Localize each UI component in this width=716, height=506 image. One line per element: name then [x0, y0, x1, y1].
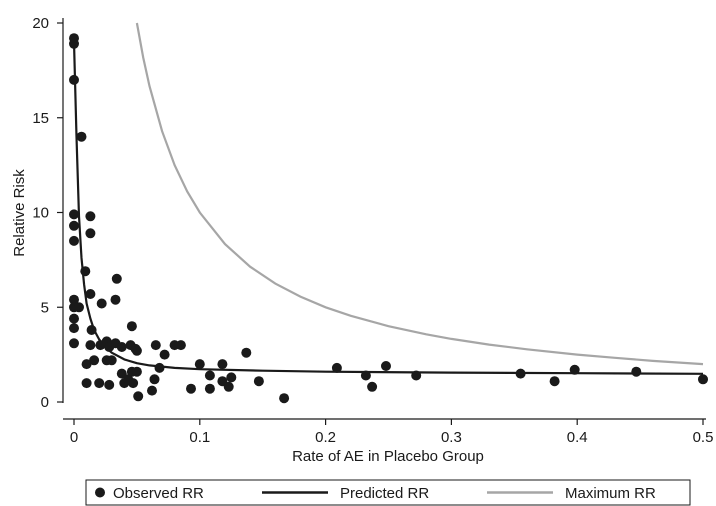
legend: Observed RR Predicted RR Maximum RR: [85, 479, 691, 506]
observed-rr-point: [331, 362, 342, 373]
y-tick-label: 15: [32, 110, 49, 127]
observed-rr-point: [74, 302, 84, 313]
legend-observed-marker: [95, 487, 105, 498]
observed-rr-point: [85, 340, 96, 351]
observed-rr-points: [69, 33, 708, 404]
x-axis-title: Rate of AE in Placebo Group: [292, 448, 484, 465]
observed-rr-point: [253, 376, 264, 387]
maximum-rr-line: [135, 22, 704, 366]
maximum-rr-curve: [135, 22, 704, 366]
y-tick-label: 0: [41, 394, 49, 411]
observed-rr-point: [147, 385, 157, 396]
observed-rr-point: [69, 235, 79, 246]
observed-rr-point: [89, 355, 100, 366]
observed-rr-point: [104, 379, 115, 390]
observed-rr-point: [698, 374, 708, 385]
observed-rr-point: [131, 345, 142, 356]
observed-rr-point: [131, 366, 142, 377]
observed-rr-point: [85, 228, 96, 239]
observed-rr-point: [223, 381, 234, 392]
observed-rr-point: [569, 364, 580, 375]
observed-rr-point: [186, 383, 196, 394]
x-tick-label: 0.1: [189, 429, 210, 446]
observed-rr-point: [133, 391, 144, 402]
legend-box: [85, 479, 691, 506]
observed-rr-point: [226, 372, 237, 383]
observed-rr-point: [81, 359, 92, 370]
observed-rr-point: [515, 368, 526, 379]
x-tick-label: 0.4: [567, 429, 588, 446]
x-tick-label: 0.2: [315, 429, 336, 446]
x-tick-label: 0: [70, 429, 78, 446]
x-tick-label: 0.5: [693, 429, 714, 446]
observed-rr-point: [106, 355, 117, 366]
observed-rr-point: [96, 298, 107, 309]
observed-rr-point: [69, 74, 79, 85]
observed-rr-point: [94, 378, 105, 389]
observed-rr-point: [549, 376, 560, 387]
legend-predicted-label: Predicted RR: [340, 485, 429, 502]
x-axis: 0 0.1 0.2 0.3 0.4 0.5: [63, 418, 714, 446]
observed-rr-point: [81, 378, 92, 389]
x-tick-label: 0.3: [441, 429, 462, 446]
observed-rr-point: [111, 273, 122, 284]
observed-rr-point: [279, 393, 290, 404]
predicted-rr-line: [72, 41, 704, 375]
observed-rr-point: [381, 361, 391, 371]
observed-rr-point: [69, 294, 79, 305]
observed-rr-point: [110, 294, 121, 305]
y-tick-label: 20: [32, 15, 49, 32]
y-tick-label: 10: [32, 205, 49, 222]
observed-rr-point: [80, 266, 91, 277]
observed-rr-point: [69, 209, 79, 220]
y-tick-label: 5: [41, 299, 49, 316]
observed-rr-point: [69, 313, 79, 324]
observed-rr-point: [69, 323, 79, 334]
observed-rr-point: [126, 321, 137, 332]
plot-area: [69, 22, 708, 404]
legend-maximum-label: Maximum RR: [565, 485, 656, 502]
observed-rr-point: [411, 370, 422, 381]
observed-rr-point: [367, 381, 378, 392]
predicted-rr-curve: [72, 41, 704, 375]
observed-rr-point: [116, 342, 127, 352]
observed-rr-point: [69, 220, 79, 231]
observed-rr-point: [194, 359, 205, 370]
observed-rr-point: [241, 347, 252, 358]
observed-rr-point: [217, 359, 228, 370]
observed-rr-point: [204, 383, 215, 394]
observed-rr-point: [360, 370, 371, 381]
observed-rr-point: [69, 338, 79, 349]
observed-rr-point: [204, 370, 215, 381]
y-axis: 0 5 10 15 20: [32, 15, 64, 411]
observed-rr-point: [159, 349, 170, 360]
observed-rr-point: [149, 374, 160, 385]
observed-rr-point: [69, 38, 79, 49]
observed-rr-point: [85, 211, 96, 222]
observed-rr-point: [631, 366, 642, 377]
observed-rr-point: [86, 325, 97, 335]
observed-rr-point: [150, 340, 161, 351]
observed-rr-point: [128, 378, 139, 389]
observed-rr-point: [175, 340, 186, 351]
y-axis-title: Relative Risk: [11, 169, 28, 257]
observed-rr-point: [76, 131, 87, 142]
legend-observed-label: Observed RR: [113, 485, 204, 502]
observed-rr-point: [85, 289, 96, 299]
observed-rr-point: [154, 362, 165, 373]
